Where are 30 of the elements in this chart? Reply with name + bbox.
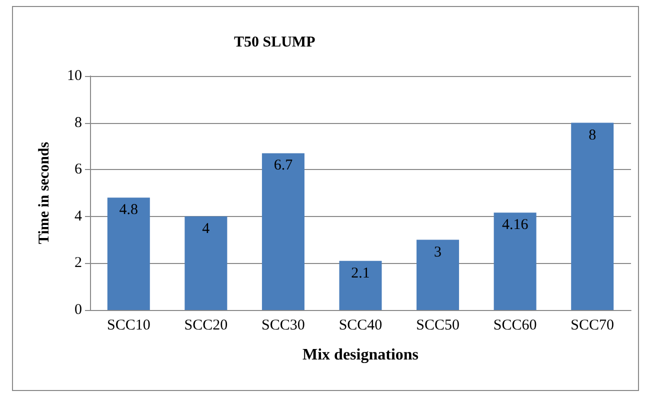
bar bbox=[494, 212, 536, 310]
chart-title: T50 SLUMP bbox=[234, 34, 316, 50]
x-tick-label: SCC40 bbox=[338, 318, 382, 334]
x-tick-label: SCC70 bbox=[570, 318, 614, 334]
bar bbox=[571, 122, 614, 310]
bar bbox=[107, 198, 150, 310]
x-tick-label: SCC60 bbox=[493, 318, 537, 334]
data-label: 3 bbox=[434, 244, 442, 260]
y-tick-label: 8 bbox=[74, 114, 82, 131]
x-tick-label: SCC10 bbox=[106, 318, 150, 334]
data-label: 4.16 bbox=[502, 217, 529, 234]
x-tick-label: SCC50 bbox=[416, 318, 460, 334]
y-tick-label: 6 bbox=[74, 162, 82, 178]
data-label: 6.7 bbox=[274, 158, 294, 174]
data-label: 8 bbox=[588, 127, 596, 144]
y-tick-label: 10 bbox=[67, 68, 82, 84]
x-axis-title: Mix designations bbox=[302, 346, 419, 364]
y-axis-title: Time in seconds bbox=[36, 142, 52, 244]
y-tick-label: 4 bbox=[74, 208, 82, 224]
bar bbox=[262, 153, 304, 310]
data-label: 4.8 bbox=[119, 202, 138, 218]
bar bbox=[416, 240, 460, 310]
y-tick-label: 0 bbox=[74, 302, 82, 318]
data-label: 4 bbox=[202, 220, 210, 237]
data-label: 2.1 bbox=[351, 265, 370, 282]
x-tick-label: SCC30 bbox=[262, 318, 305, 334]
bar bbox=[184, 216, 228, 310]
x-tick-label: SCC20 bbox=[184, 318, 228, 334]
bar bbox=[339, 260, 382, 310]
y-tick-label: 2 bbox=[74, 255, 82, 272]
